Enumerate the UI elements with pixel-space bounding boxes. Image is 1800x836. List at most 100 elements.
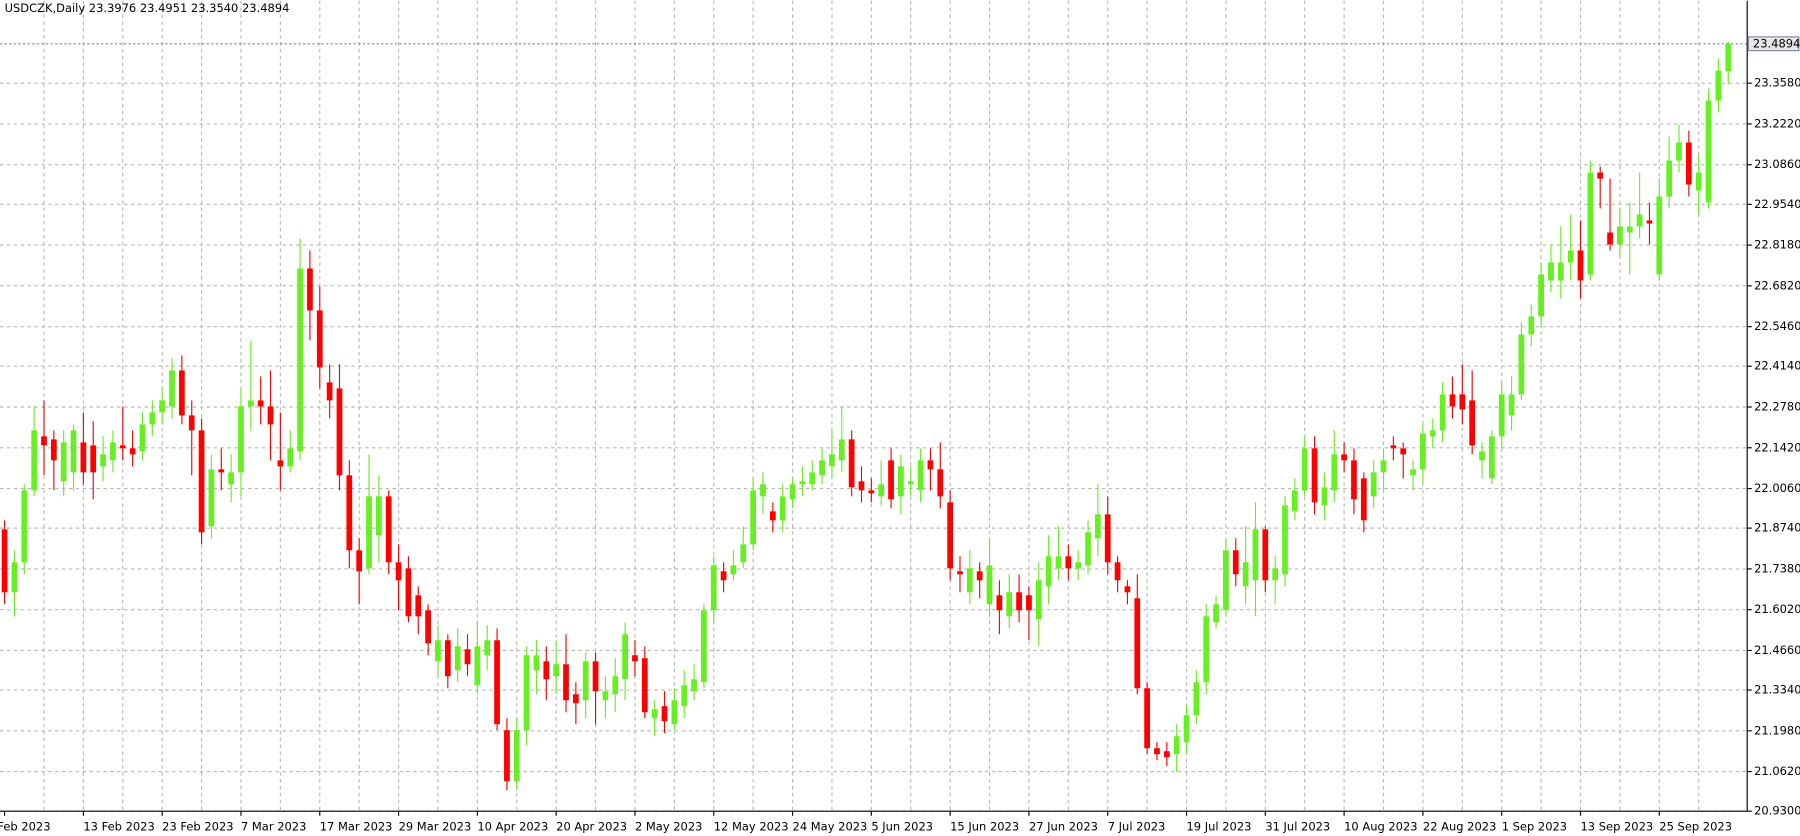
- candle-body: [119, 445, 126, 449]
- candle-body: [1272, 568, 1279, 581]
- candle-body: [789, 484, 796, 500]
- candle-body: [366, 496, 372, 569]
- y-tick-label: 23.0860: [1754, 157, 1800, 171]
- candle-body: [435, 640, 441, 662]
- x-tick-label: 19 Jul 2023: [1187, 820, 1252, 834]
- candle-body: [307, 268, 313, 311]
- candle-body: [169, 370, 175, 407]
- x-tick-label: 27 Jun 2023: [1029, 820, 1098, 834]
- x-tick-label: 5 Jun 2023: [871, 820, 933, 834]
- candle-body: [1301, 448, 1308, 491]
- candle-body: [504, 730, 510, 782]
- candle-body: [297, 268, 303, 452]
- chart-title: USDCZK,Daily 23.3976 23.4951 23.3540 23.…: [5, 1, 290, 15]
- y-tick-label: 21.6020: [1754, 602, 1800, 616]
- candle-body: [898, 466, 904, 497]
- candle-body: [1420, 433, 1426, 470]
- candle-body: [1055, 556, 1062, 569]
- candle-body: [474, 646, 481, 686]
- y-tick-label: 21.1980: [1754, 723, 1800, 737]
- y-tick-label: 22.0060: [1754, 481, 1800, 495]
- candle-body: [1538, 274, 1544, 317]
- candle-body: [1410, 469, 1416, 476]
- x-tick-label: 23 Feb 2023: [162, 820, 233, 834]
- y-tick-label: 21.4660: [1754, 643, 1800, 657]
- candle-body: [779, 496, 786, 521]
- candle-body: [681, 685, 688, 707]
- y-tick-label: 21.8740: [1754, 521, 1800, 535]
- candle-body: [1075, 562, 1082, 569]
- candle-body: [1488, 436, 1495, 479]
- candle-body: [730, 565, 737, 575]
- x-tick-label: 17 Mar 2023: [320, 820, 393, 834]
- candle-body: [1351, 460, 1357, 500]
- candle-body: [247, 400, 254, 407]
- candle-body: [1341, 454, 1347, 461]
- candle-body: [149, 412, 156, 425]
- candle-body: [829, 454, 835, 467]
- y-tick-label: 23.2220: [1754, 116, 1800, 130]
- candle-body: [1045, 556, 1052, 587]
- candle-body: [553, 664, 560, 677]
- candle-body: [218, 469, 225, 473]
- candle-body: [848, 439, 855, 488]
- candle-body: [1223, 550, 1229, 611]
- candle-body: [769, 511, 776, 521]
- candle-body: [819, 460, 825, 476]
- candle-body: [1567, 250, 1574, 263]
- candle-body: [1557, 262, 1564, 281]
- candle-body: [976, 571, 983, 581]
- price-label: 23.4894: [1753, 36, 1800, 50]
- y-tick-label: 21.7380: [1754, 561, 1800, 575]
- candle-body: [710, 565, 717, 611]
- candle-body: [1360, 478, 1367, 521]
- candle-body: [1213, 604, 1219, 623]
- x-tick-label: 7 Jul 2023: [1108, 820, 1166, 834]
- candle-body: [1439, 394, 1446, 431]
- candle-body: [238, 406, 244, 473]
- candle-body: [917, 460, 924, 491]
- x-tick-label: 10 Aug 2023: [1344, 820, 1417, 834]
- candle-body: [1085, 532, 1091, 566]
- x-tick-label: 2 May 2023: [635, 820, 703, 834]
- y-tick-label: 22.4140: [1754, 359, 1800, 373]
- candle-body: [592, 661, 599, 692]
- candle-body: [1262, 529, 1269, 581]
- candle-body: [1646, 220, 1653, 224]
- candle-body: [198, 430, 205, 533]
- candle-body: [661, 706, 668, 722]
- y-tick-label: 22.6820: [1754, 278, 1800, 292]
- candle-body: [563, 664, 569, 701]
- candle-body: [1528, 316, 1535, 335]
- candle-body: [415, 595, 422, 617]
- candle-body: [110, 442, 116, 461]
- candle-body: [188, 415, 195, 431]
- candle-body: [60, 442, 67, 482]
- candle-body: [41, 436, 47, 446]
- candle-body: [513, 730, 520, 782]
- candle-body: [395, 562, 402, 581]
- x-tick-label: 12 May 2023: [714, 820, 789, 834]
- candle-body: [1134, 598, 1141, 689]
- candle-body: [740, 544, 747, 563]
- candle-body: [11, 562, 18, 593]
- candle-body: [632, 655, 638, 662]
- candle-body: [1725, 43, 1732, 72]
- candle-body: [179, 370, 185, 416]
- candle-body: [809, 472, 816, 485]
- candle-body: [1695, 172, 1702, 191]
- candle-body: [425, 610, 431, 644]
- candle-body: [868, 490, 875, 494]
- candle-body: [878, 484, 885, 497]
- candle-body: [80, 442, 87, 473]
- x-tick-label: 15 Jun 2023: [950, 820, 1019, 834]
- candle-body: [957, 571, 963, 575]
- candle-body: [937, 469, 944, 497]
- candle-body: [543, 661, 550, 680]
- candle-body: [1518, 334, 1525, 395]
- candle-body: [750, 490, 757, 545]
- candle-body: [208, 469, 215, 527]
- candle-body: [267, 406, 274, 425]
- candle-body: [838, 439, 845, 461]
